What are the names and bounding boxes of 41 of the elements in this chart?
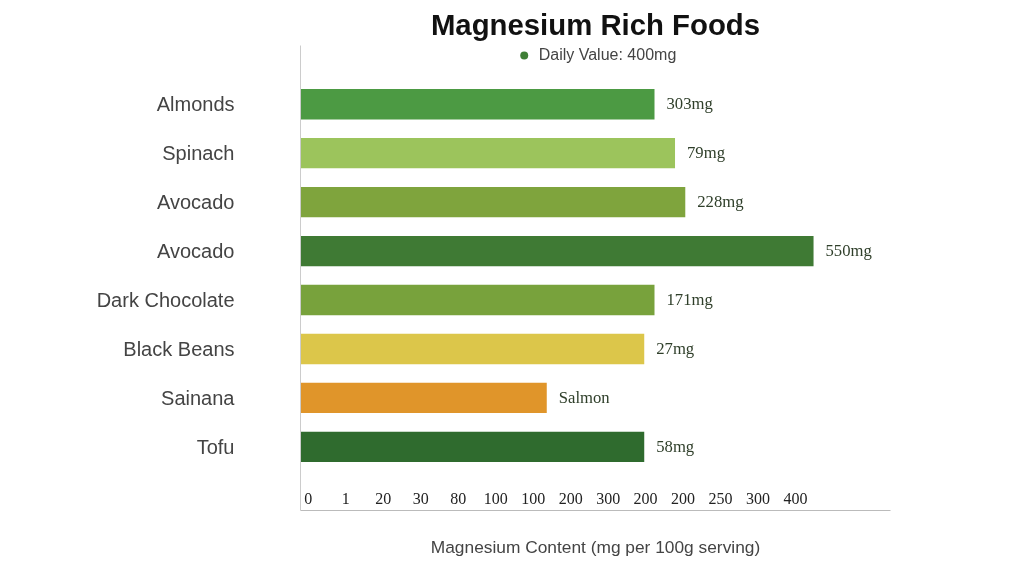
bar <box>300 235 814 267</box>
text: 550mg <box>825 241 873 261</box>
annotation: 171mg <box>666 290 714 310</box>
bar <box>300 138 676 169</box>
annotation: 79mg <box>687 143 726 163</box>
legend-label: Daily Value: 400mg <box>538 46 677 64</box>
annotation: 1 <box>341 490 350 508</box>
bar <box>300 284 655 316</box>
annotation: 300 <box>596 490 621 508</box>
y-tick-label: Sainana <box>161 386 236 409</box>
annotation: 400 <box>783 490 808 508</box>
annotation: 303mg <box>666 94 714 114</box>
annotation: 250 <box>708 490 733 508</box>
annotation: Salmon <box>558 387 611 407</box>
x-axis-title: Magnesium Content (mg per 100g serving) <box>430 536 761 557</box>
chart-title: Magnesium Rich Foods <box>430 7 761 41</box>
annotation: 100 <box>483 490 508 508</box>
annotation: 228mg <box>697 192 745 212</box>
bar <box>300 382 547 414</box>
annotation: 27mg <box>656 338 695 358</box>
y-tick-label: Spinach <box>162 142 235 165</box>
annotation: 300 <box>746 490 771 508</box>
y-tick-label: Avocado <box>157 191 235 214</box>
annotation: 200 <box>633 490 658 508</box>
bar <box>300 431 645 463</box>
y-tick-label: Almonds <box>156 93 235 116</box>
annotation: 100 <box>521 490 546 508</box>
annotation: 80 <box>450 490 467 508</box>
annotation: 20 <box>375 490 392 508</box>
y-tick-label: Avocado <box>157 240 235 263</box>
bar <box>300 333 645 365</box>
annotation: 30 <box>412 490 429 508</box>
bar <box>300 186 686 218</box>
annotation: 0 <box>304 490 313 508</box>
annotation: 200 <box>558 490 583 508</box>
y-tick-label: Dark Chocolate <box>96 289 235 312</box>
annotation: 200 <box>671 490 696 508</box>
bar <box>300 89 655 120</box>
y-tick-label: Tofu <box>196 435 235 458</box>
annotation: 58mg <box>656 436 695 456</box>
y-tick-label: Black Beans <box>123 337 235 360</box>
